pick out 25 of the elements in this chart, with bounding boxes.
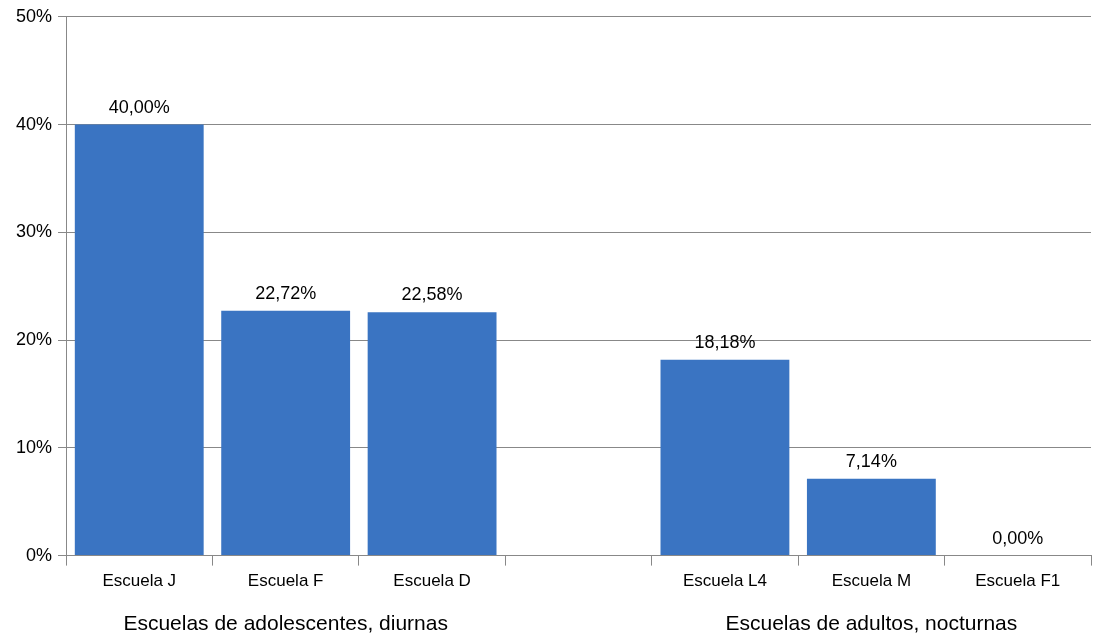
x-tick-label: Escuela D <box>393 571 471 591</box>
y-tick-label: 0% <box>26 544 53 565</box>
x-tick-label: Escuela J <box>102 571 177 591</box>
y-tick-label: 10% <box>16 436 53 457</box>
text: Escuelas de adolescentes, diurnas <box>123 611 448 634</box>
data-label: 40,00% <box>108 96 170 117</box>
text: Escuelas de adultos, nocturnas <box>725 611 1018 634</box>
bar <box>367 312 497 556</box>
y-tick-label: 30% <box>16 221 53 242</box>
x-tick-label: Escuela L4 <box>682 571 767 591</box>
data-label: 18,18% <box>694 331 756 352</box>
y-tick-label: 50% <box>16 5 53 26</box>
y-tick-label: 40% <box>16 113 53 134</box>
x-tick-label: Escuela F <box>247 571 324 591</box>
data-label: 22,72% <box>255 282 317 303</box>
y-tick-label: 20% <box>16 329 53 350</box>
bar <box>74 124 204 556</box>
bar <box>806 478 936 556</box>
bar <box>660 359 790 556</box>
bar <box>221 310 351 556</box>
x-tick-label: Escuela M <box>831 571 912 591</box>
data-label: 22,58% <box>401 284 463 305</box>
x-tick-label: Escuela F1 <box>975 571 1061 591</box>
data-label: 7,14% <box>845 450 897 471</box>
data-label: 0,00% <box>992 527 1044 548</box>
